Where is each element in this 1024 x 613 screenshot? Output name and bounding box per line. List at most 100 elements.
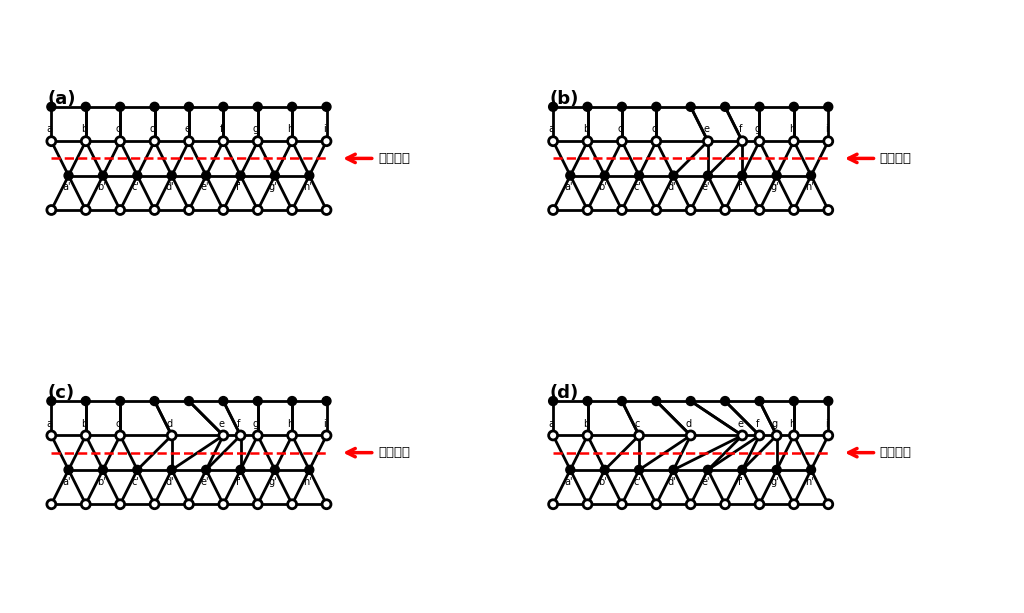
- Circle shape: [549, 102, 558, 112]
- Circle shape: [617, 397, 627, 406]
- Circle shape: [81, 431, 90, 440]
- Circle shape: [755, 431, 764, 440]
- Text: c: c: [617, 124, 623, 134]
- Text: a: a: [549, 124, 554, 134]
- Circle shape: [47, 205, 56, 215]
- Circle shape: [652, 102, 660, 112]
- Text: すべり面: すべり面: [880, 152, 911, 165]
- Circle shape: [583, 500, 592, 509]
- Circle shape: [617, 102, 627, 112]
- Text: c': c': [634, 183, 641, 192]
- Circle shape: [133, 171, 141, 180]
- Circle shape: [270, 465, 280, 474]
- Text: b: b: [583, 124, 589, 134]
- Circle shape: [652, 500, 660, 509]
- Text: h: h: [288, 419, 294, 428]
- Circle shape: [583, 205, 592, 215]
- Circle shape: [322, 397, 331, 406]
- Text: a: a: [47, 124, 52, 134]
- Circle shape: [288, 205, 297, 215]
- Text: i: i: [825, 124, 828, 134]
- Text: (a): (a): [48, 89, 77, 108]
- Circle shape: [270, 171, 280, 180]
- Circle shape: [184, 397, 194, 406]
- Circle shape: [823, 397, 833, 406]
- Circle shape: [167, 431, 176, 440]
- Circle shape: [81, 205, 90, 215]
- Text: e': e': [701, 183, 711, 192]
- Text: g': g': [269, 477, 278, 487]
- Text: h': h': [303, 477, 312, 487]
- Circle shape: [237, 465, 245, 474]
- Circle shape: [116, 102, 125, 112]
- Circle shape: [669, 171, 678, 180]
- Circle shape: [288, 431, 297, 440]
- Circle shape: [755, 500, 764, 509]
- Text: h': h': [303, 183, 312, 192]
- Circle shape: [823, 205, 833, 215]
- Circle shape: [738, 431, 746, 440]
- Circle shape: [288, 137, 297, 146]
- Text: e: e: [184, 124, 190, 134]
- Text: g: g: [755, 124, 761, 134]
- Text: e': e': [200, 477, 209, 487]
- Circle shape: [807, 465, 815, 474]
- Circle shape: [755, 397, 764, 406]
- Circle shape: [288, 500, 297, 509]
- Circle shape: [772, 171, 781, 180]
- Circle shape: [755, 205, 764, 215]
- Circle shape: [790, 137, 799, 146]
- Circle shape: [253, 397, 262, 406]
- Circle shape: [253, 205, 262, 215]
- Circle shape: [549, 137, 558, 146]
- Circle shape: [98, 171, 108, 180]
- Circle shape: [219, 397, 227, 406]
- Circle shape: [202, 465, 211, 474]
- Circle shape: [772, 465, 781, 474]
- Text: すべり面: すべり面: [378, 152, 410, 165]
- Circle shape: [47, 397, 56, 406]
- Text: (d): (d): [550, 384, 579, 402]
- Text: g: g: [772, 419, 778, 428]
- Circle shape: [151, 397, 159, 406]
- Text: h: h: [790, 124, 796, 134]
- Text: e: e: [218, 419, 224, 428]
- Circle shape: [790, 205, 799, 215]
- Text: f': f': [737, 477, 743, 487]
- Circle shape: [566, 171, 574, 180]
- Circle shape: [686, 102, 695, 112]
- Circle shape: [566, 465, 574, 474]
- Circle shape: [823, 102, 833, 112]
- Circle shape: [652, 397, 660, 406]
- Text: g': g': [771, 183, 779, 192]
- Circle shape: [167, 465, 176, 474]
- Circle shape: [65, 465, 73, 474]
- Text: h: h: [790, 419, 796, 428]
- Circle shape: [237, 431, 245, 440]
- Circle shape: [600, 171, 609, 180]
- Circle shape: [686, 397, 695, 406]
- Circle shape: [549, 431, 558, 440]
- Circle shape: [721, 102, 729, 112]
- Text: h: h: [288, 124, 294, 134]
- Circle shape: [47, 102, 56, 112]
- Text: g: g: [253, 124, 259, 134]
- Circle shape: [669, 465, 678, 474]
- Text: f: f: [739, 124, 742, 134]
- Circle shape: [721, 397, 729, 406]
- Circle shape: [583, 431, 592, 440]
- Circle shape: [755, 102, 764, 112]
- Text: a': a': [62, 477, 71, 487]
- Circle shape: [635, 171, 643, 180]
- Text: f': f': [236, 183, 242, 192]
- Text: e: e: [703, 124, 710, 134]
- Circle shape: [617, 205, 627, 215]
- Circle shape: [823, 431, 833, 440]
- Text: b': b': [599, 477, 607, 487]
- Text: d': d': [668, 183, 676, 192]
- Text: c': c': [634, 477, 641, 487]
- Text: b: b: [583, 419, 589, 428]
- Text: f': f': [737, 183, 743, 192]
- Text: d: d: [150, 124, 156, 134]
- Text: c: c: [116, 124, 121, 134]
